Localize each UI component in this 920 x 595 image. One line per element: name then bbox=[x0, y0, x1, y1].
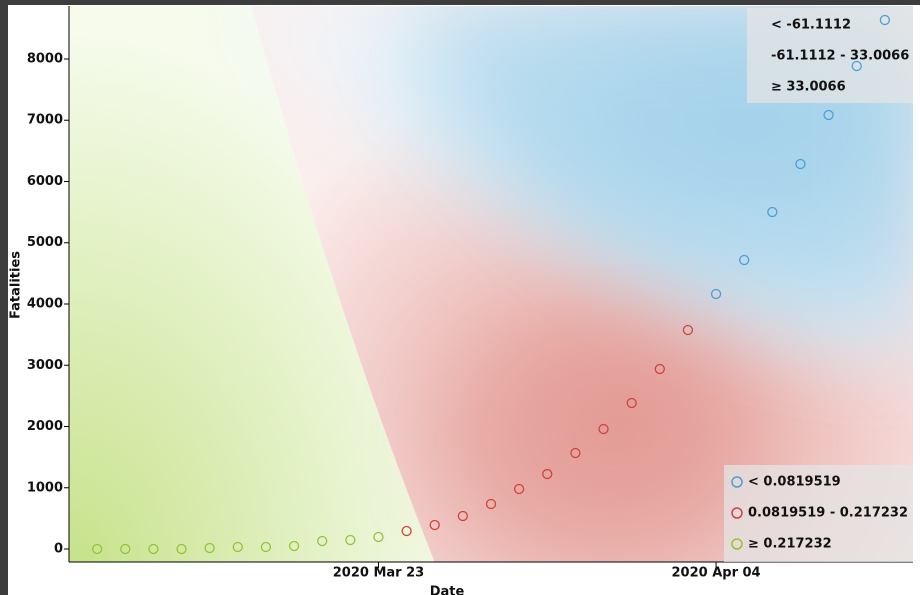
y-axis-label: Fatalities bbox=[9, 251, 24, 319]
point bbox=[626, 397, 637, 409]
point bbox=[513, 483, 525, 495]
point bbox=[457, 510, 469, 522]
y-tick-label: 0 bbox=[54, 542, 63, 557]
point bbox=[373, 531, 384, 543]
background-legend-label: ≥ 33.0066 bbox=[771, 80, 846, 95]
y-tick-label: 2000 bbox=[27, 419, 63, 434]
background-legend-label: < -61.1112 bbox=[771, 18, 851, 33]
legend bbox=[724, 465, 913, 562]
legend-marker bbox=[731, 538, 743, 550]
point bbox=[148, 543, 159, 555]
legend-label: ≥ 0.217232 bbox=[748, 537, 832, 552]
y-tick-label: 3000 bbox=[27, 358, 63, 373]
point bbox=[879, 14, 891, 26]
point bbox=[654, 363, 665, 375]
point bbox=[767, 206, 778, 218]
y-tick-label: 1000 bbox=[27, 480, 63, 495]
point bbox=[317, 535, 328, 547]
legend-marker bbox=[731, 476, 743, 488]
point bbox=[204, 542, 215, 554]
legend-marker bbox=[731, 507, 743, 519]
point bbox=[485, 498, 497, 510]
point bbox=[260, 541, 272, 553]
point bbox=[570, 447, 581, 459]
point bbox=[176, 543, 187, 555]
point bbox=[401, 525, 412, 537]
x-axis-label: Date bbox=[430, 585, 465, 595]
point bbox=[710, 288, 722, 300]
point bbox=[91, 543, 103, 555]
y-tick-label: 8000 bbox=[27, 51, 63, 66]
y-tick-label: 5000 bbox=[27, 235, 63, 250]
y-tick-label: 6000 bbox=[27, 174, 63, 189]
point bbox=[739, 254, 750, 266]
y-tick-label: 4000 bbox=[27, 296, 63, 311]
point bbox=[795, 158, 806, 170]
point bbox=[429, 519, 440, 531]
legend-label: 0.0819519 - 0.217232 bbox=[748, 506, 908, 521]
y-tick-label: 7000 bbox=[27, 113, 63, 128]
point bbox=[345, 534, 356, 546]
point bbox=[542, 468, 553, 480]
point bbox=[682, 324, 694, 336]
background-legend-label: -61.1112 - 33.0066 bbox=[771, 49, 909, 64]
legend-label: < 0.0819519 bbox=[748, 475, 841, 490]
x-tick-label: 2020 Apr 04 bbox=[672, 566, 761, 581]
point bbox=[288, 540, 300, 552]
point bbox=[598, 423, 609, 435]
x-tick-label: 2020 Mar 23 bbox=[333, 566, 424, 581]
point bbox=[851, 60, 862, 72]
point bbox=[823, 109, 834, 121]
point bbox=[232, 541, 243, 553]
point bbox=[120, 543, 131, 555]
